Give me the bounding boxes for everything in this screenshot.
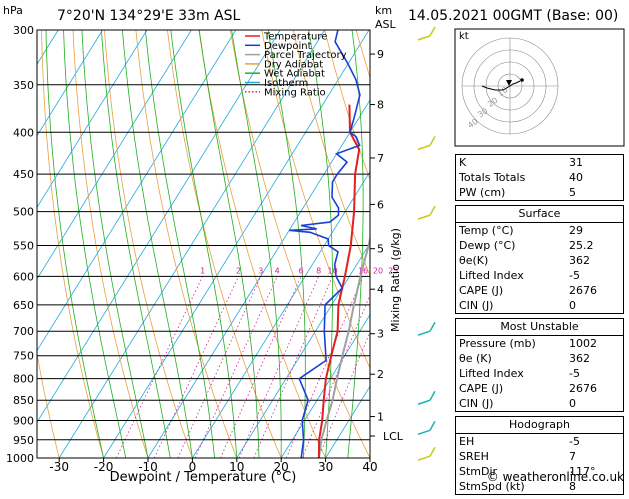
wind-barb (418, 421, 435, 434)
height-tick-label: 8 (377, 99, 384, 112)
index-row: StmSpd (kt)8 (456, 479, 623, 494)
surface-block: Surface Temp (°C)29 Dewp (°C)25.2 θe(K)3… (455, 205, 624, 314)
station-location: 7°20'N 134°29'E 33m ASL (57, 8, 241, 24)
index-row: EH-5 (456, 434, 623, 449)
surface-title: Surface (456, 206, 623, 223)
index-row: Pressure (mb)1002 (456, 336, 623, 351)
mixing-ratio-line (195, 276, 277, 458)
temperature-tick-label: 40 (362, 460, 377, 474)
index-row: CIN (J)0 (456, 396, 623, 411)
mixing-ratio-label: 20 (373, 266, 383, 275)
pressure-tick-label: 900 (13, 415, 34, 428)
index-row: Lifted Index-5 (456, 268, 623, 283)
temperature-tick-label: 30 (318, 460, 333, 474)
temperature-tick-label: -30 (49, 460, 69, 474)
mixing-ratio-label: 10 (328, 266, 338, 275)
mixing-ratio-line (239, 276, 319, 458)
mixing-ratio-label: 1 (200, 266, 205, 275)
forecast-datetime: 14.05.2021 00GMT (Base: 00) (408, 8, 618, 24)
pressure-tick-label: 400 (13, 126, 34, 139)
pressure-tick-label: 750 (13, 350, 34, 363)
isotherm-line (0, 30, 236, 458)
wet-adiabat-line (82, 30, 148, 458)
pressure-axis: 300 350 400 450 500 550 600 650 700 750 800 850 900 9… (6, 24, 34, 465)
pressure-tick-label: 350 (13, 79, 34, 92)
mixing-ratio-line (154, 276, 238, 458)
hodograph-point (520, 78, 524, 82)
most-unstable-title: Most Unstable (456, 319, 623, 336)
index-row: CAPE (J)2676 (456, 381, 623, 396)
index-row: Temp (°C)29 (456, 223, 623, 238)
pressure-tick-label: 700 (13, 325, 34, 338)
height-unit-sub: ASL (375, 18, 397, 31)
pressure-tick-label: 300 (13, 24, 34, 37)
isotherm-line (15, 30, 280, 458)
mixing-ratio-label: 4 (275, 266, 280, 275)
mixing-ratio-label: 6 (299, 266, 304, 275)
wet-adiabat-line (145, 30, 214, 458)
mixing-ratio-line (220, 276, 301, 458)
pressure-unit-label: hPa (3, 4, 23, 17)
wind-barb (418, 447, 435, 460)
pressure-tick-label: 950 (13, 434, 34, 447)
mixing-ratio-axis-label: Mixing Ratio (g/kg) (389, 228, 402, 332)
index-row: CAPE (J)2676 (456, 283, 623, 298)
height-unit-label: km (375, 4, 392, 17)
height-tick-label: LCL (383, 430, 404, 443)
mixing-ratio-label: 2 (236, 266, 241, 275)
wind-barb (418, 391, 435, 404)
mixing-ratio-label: 8 (316, 266, 321, 275)
pressure-tick-label: 650 (13, 299, 34, 312)
index-row: CIN (J)0 (456, 298, 623, 313)
index-row: Dewp (°C)25.2 (456, 238, 623, 253)
height-tick-label: 2 (377, 368, 384, 381)
pressure-tick-label: 550 (13, 239, 34, 252)
height-tick-label: 7 (377, 152, 384, 165)
mixing-ratio-label: 16 (358, 266, 368, 275)
mixing-ratio-label: 3 (258, 266, 263, 275)
pressure-tick-label: 800 (13, 373, 34, 386)
height-tick-label: 6 (377, 198, 384, 211)
index-row: PW (cm)5 (456, 185, 623, 200)
dry-adiabat-line (42, 30, 104, 458)
hodograph-unit: kt (459, 31, 469, 42)
pressure-tick-label: 500 (13, 206, 34, 219)
height-tick-label: 5 (377, 243, 384, 256)
x-axis-label: Dewpoint / Temperature (°C) (110, 470, 297, 485)
height-tick-label: 1 (377, 411, 384, 424)
height-tick-label: 9 (377, 48, 384, 61)
wind-barb (418, 27, 435, 40)
wet-adiabat-line (171, 30, 237, 458)
wet-adiabat-line (64, 30, 126, 458)
pressure-tick-label: 450 (13, 168, 34, 181)
height-tick-label: 3 (377, 328, 384, 341)
isotherm-line (0, 30, 14, 458)
hodograph-frame (455, 29, 624, 146)
wind-barb (418, 136, 435, 149)
index-row: θe (K)362 (456, 351, 623, 366)
dry-adiabat-line (136, 30, 237, 458)
wind-barb (418, 322, 435, 335)
index-row: θe(K)362 (456, 253, 623, 268)
most-unstable-block: Most Unstable Pressure (mb)1002 θe (K)36… (455, 318, 624, 412)
hodograph-title: Hodograph (456, 417, 623, 434)
legend-label: Mixing Ratio (264, 87, 326, 98)
index-row: Lifted Index-5 (456, 366, 623, 381)
pressure-tick-label: 600 (13, 270, 34, 283)
height-tick-label: 4 (377, 283, 384, 296)
wind-barbs (418, 27, 435, 460)
wind-barb (418, 206, 435, 219)
pressure-tick-label: 850 (13, 394, 34, 407)
pressure-tick-label: 1000 (6, 452, 34, 465)
